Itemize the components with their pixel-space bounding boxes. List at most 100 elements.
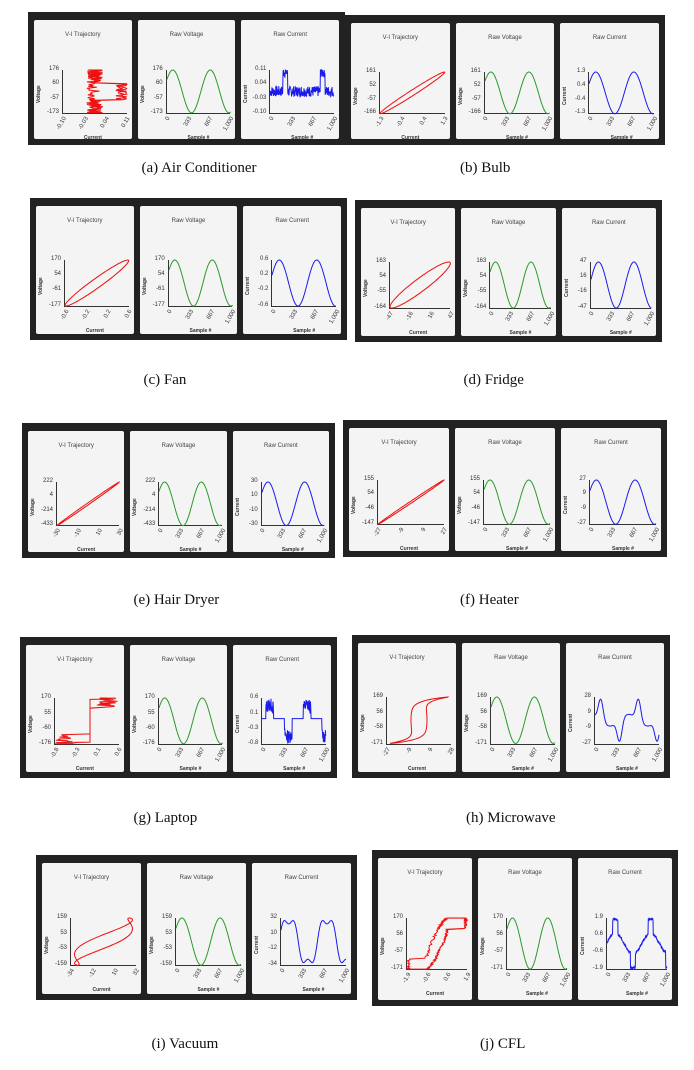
x-tick-label: 667 [319,968,330,980]
chart-title: V-I Trajectory [57,657,93,663]
vi-chart: V-I Trajectory 170 56 -57 -171 -1.9 -0.6 0.6 1.9… [378,858,472,1000]
y-tick-label: 170 [154,255,165,262]
x-tick-label: 1,000 [643,310,657,327]
y-tick-label: 56 [480,708,487,715]
x-tick-label: 0.4 [418,116,429,127]
x-axis-label: Sample # [291,134,314,141]
chart-title: Raw Current [591,220,626,226]
curve [489,261,552,309]
y-tick-label: -1.9 [592,964,603,971]
y-axis-label: Voltage [149,935,155,954]
x-tick-label: 1,000 [316,528,330,545]
voltage-chart: Raw Voltage 170 54 -61 -177 0 333 667 1,000 Volta… [139,206,238,334]
x-tick-label: 0 [174,968,182,975]
y-tick-label: -1.3 [574,109,586,116]
x-tick-label: 0.2 [103,308,113,320]
x-tick-label: 0.6 [124,308,134,320]
y-axis-label: Voltage [380,937,386,956]
chart-title: Raw Current [608,870,642,876]
y-tick-label: 27 [579,475,586,482]
y-tick-label: 170 [50,255,61,262]
figure-panel: V-I Trajectory 170 54 -61 -177 -0.6 -0.2 0.2 0.6… [30,198,347,340]
figure-panel: V-I Trajectory 169 56 -58 -171 -27 -9 9 28 Voltag… [352,635,670,778]
y-tick-label: 161 [365,67,376,74]
x-tick-label: -16 [405,310,416,322]
y-tick-label: 0.2 [259,271,269,278]
x-axis-label: Sample # [302,987,325,994]
y-tick-label: 0.04 [254,80,267,87]
x-tick-label: 0.04 [99,115,111,129]
y-tick-label: -58 [478,724,487,731]
y-axis-label: Voltage [457,86,464,105]
chart-title: Raw Current [284,875,319,881]
y-tick-label: 32 [270,914,277,921]
y-tick-label: 161 [470,67,481,74]
x-tick-label: 32 [132,968,142,977]
x-tick-label: 1,000 [233,968,247,985]
x-tick-label: 1,000 [541,116,555,133]
x-axis-label: Current [426,990,445,997]
x-tick-label: -47 [385,310,396,322]
chart-title: Raw Current [598,655,632,661]
y-axis-label: Voltage [44,935,50,954]
x-tick-label: 333 [521,971,533,984]
x-tick-label: 667 [627,116,638,129]
figure-caption: (g) Laptop [133,810,198,826]
y-tick-label: -0.3 [247,724,259,731]
x-tick-label: 1,000 [214,747,228,764]
current-chart: Raw Current 27 9 -9 -27 0 333 667 1,000 Current Sa… [561,428,661,552]
plot-area [271,259,337,307]
x-tick-label: 333 [192,968,203,980]
y-axis-label: Voltage [351,496,357,514]
x-tick-label: 0.6 [442,971,453,982]
curve [490,696,556,745]
y-tick-label: 52 [369,81,376,88]
chart-title: Raw Voltage [491,220,526,226]
curve [389,696,450,745]
plot-area [483,71,550,115]
y-axis-label: Voltage [30,497,36,516]
y-axis-label: Voltage [353,86,359,105]
y-axis-label: Voltage [36,85,42,104]
curve [506,917,568,970]
x-tick-label: 333 [184,308,196,321]
plot-area [405,917,469,970]
curve [594,698,660,742]
x-tick-label: 1.3 [440,116,450,127]
curve [405,917,469,970]
x-tick-label: 0 [157,528,165,535]
x-tick-label: -9 [405,746,414,755]
y-tick-label: 170 [492,913,503,920]
waveform [484,71,550,115]
chart-title: Raw Voltage [179,875,214,881]
chart-title: V-I Trajectory [389,655,425,661]
curve [262,699,327,744]
waveform [280,920,346,964]
chart-title: Raw Voltage [161,443,196,449]
figure-caption: (c) Fan [143,372,187,388]
figure-caption: (f) Heater [460,592,519,608]
vi-chart: V-I Trajectory 176 60 -57 -173 -0.10 -0.03 0.04… [34,20,132,141]
y-tick-label: 10 [250,492,258,499]
curve [158,697,223,745]
plot-area [56,481,120,527]
y-tick-label: 16 [579,273,587,280]
x-axis-label: Sample # [281,547,304,554]
waveform [489,261,552,309]
y-axis-label: Current [243,85,250,104]
waveform [56,481,120,526]
curve [377,479,445,525]
vi-chart: V-I Trajectory 161 52 -57 -166 -1.3 -0.4 0.4 1.3… [351,23,450,141]
x-tick-label: 10 [111,968,120,977]
y-tick-label: -173 [150,108,163,115]
y-tick-label: -57 [153,94,163,101]
chart-title: V-I Trajectory [58,443,94,449]
x-tick-label: 1,000 [222,115,236,132]
waveform [377,479,445,525]
y-tick-label: -433 [40,521,53,528]
x-axis-label: Sample # [506,545,528,552]
y-tick-label: -60 [42,724,51,731]
x-tick-label: 667 [541,971,553,984]
waveform [589,479,657,525]
curve [389,261,451,309]
